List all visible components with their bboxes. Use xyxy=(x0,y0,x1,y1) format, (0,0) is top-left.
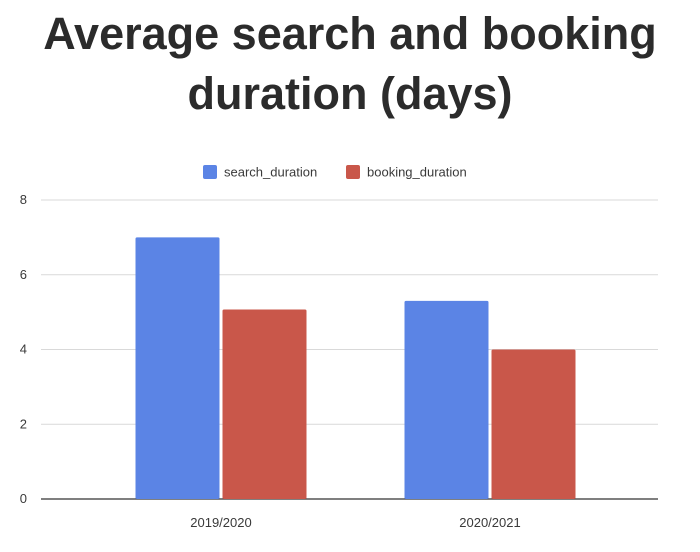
legend-swatch xyxy=(203,165,217,179)
y-tick-label: 2 xyxy=(20,416,27,431)
y-tick-label: 8 xyxy=(20,192,27,207)
title-area: Average search and booking duration (day… xyxy=(0,0,700,130)
bar-chart: search_duration booking_duration 0 2 4 6 8 20… xyxy=(20,165,658,530)
x-tick-label: 2020/2021 xyxy=(459,515,520,530)
y-tick-label: 0 xyxy=(20,491,27,506)
y-tick-label: 6 xyxy=(20,267,27,282)
legend-label: booking_duration xyxy=(367,165,467,180)
chart-legend: search_duration booking_duration xyxy=(203,165,467,180)
bar-search_duration-2019-2020 xyxy=(135,237,220,499)
x-tick-label: 2019/2020 xyxy=(190,515,251,530)
legend-item: search_duration xyxy=(203,165,317,180)
chart-panel: search_duration booking_duration 0 2 4 6 8 20… xyxy=(0,138,700,552)
x-axis-ticks: 2019/2020 2020/2021 xyxy=(190,515,520,530)
y-tick-label: 4 xyxy=(20,342,27,357)
chart-title: Average search and booking duration (day… xyxy=(43,8,657,119)
legend-label: search_duration xyxy=(224,165,317,180)
bar-booking_duration-2019-2020 xyxy=(222,309,307,499)
legend-swatch xyxy=(346,165,360,179)
legend-item: booking_duration xyxy=(346,165,467,180)
bar-booking_duration-2020-2021 xyxy=(491,349,576,499)
bars xyxy=(135,237,576,499)
y-axis-ticks: 0 2 4 6 8 xyxy=(20,192,27,506)
bar-search_duration-2020-2021 xyxy=(404,300,489,499)
